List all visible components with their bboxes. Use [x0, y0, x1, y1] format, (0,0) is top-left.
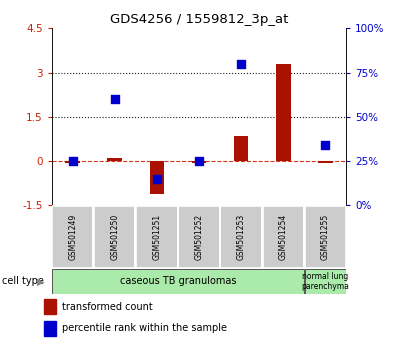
Text: GSM501255: GSM501255 — [321, 214, 330, 260]
Bar — [220, 206, 262, 268]
Point — [322, 142, 328, 148]
Bar — [52, 269, 304, 294]
Point — [70, 158, 76, 164]
Bar — [263, 206, 304, 268]
Bar — [304, 269, 346, 294]
Bar — [318, 161, 333, 163]
Bar — [136, 206, 178, 268]
Bar — [44, 299, 56, 314]
Point — [112, 96, 118, 102]
Text: GSM501254: GSM501254 — [279, 214, 288, 260]
Text: GSM501253: GSM501253 — [236, 214, 246, 260]
Text: GSM501252: GSM501252 — [195, 214, 203, 260]
Text: cell type: cell type — [2, 276, 44, 286]
Text: GSM501251: GSM501251 — [152, 214, 162, 260]
Bar — [234, 136, 248, 161]
Text: transformed count: transformed count — [62, 302, 153, 312]
Point — [196, 158, 202, 164]
Bar — [192, 161, 206, 162]
Bar — [150, 161, 164, 194]
Text: ▶: ▶ — [37, 276, 45, 286]
Bar — [94, 206, 135, 268]
Bar — [178, 206, 220, 268]
Bar — [107, 158, 122, 161]
Text: caseous TB granulomas: caseous TB granulomas — [120, 276, 236, 286]
Point — [238, 61, 244, 67]
Bar — [52, 206, 94, 268]
Point — [280, 12, 286, 18]
Point — [154, 176, 160, 182]
Text: normal lung
parenchyma: normal lung parenchyma — [301, 272, 349, 291]
Bar — [304, 206, 346, 268]
Title: GDS4256 / 1559812_3p_at: GDS4256 / 1559812_3p_at — [110, 13, 288, 26]
Bar — [65, 161, 80, 163]
Text: percentile rank within the sample: percentile rank within the sample — [62, 323, 227, 333]
Text: GSM501249: GSM501249 — [68, 214, 77, 260]
Bar — [44, 321, 56, 336]
Bar — [276, 64, 291, 161]
Text: GSM501250: GSM501250 — [110, 214, 119, 260]
